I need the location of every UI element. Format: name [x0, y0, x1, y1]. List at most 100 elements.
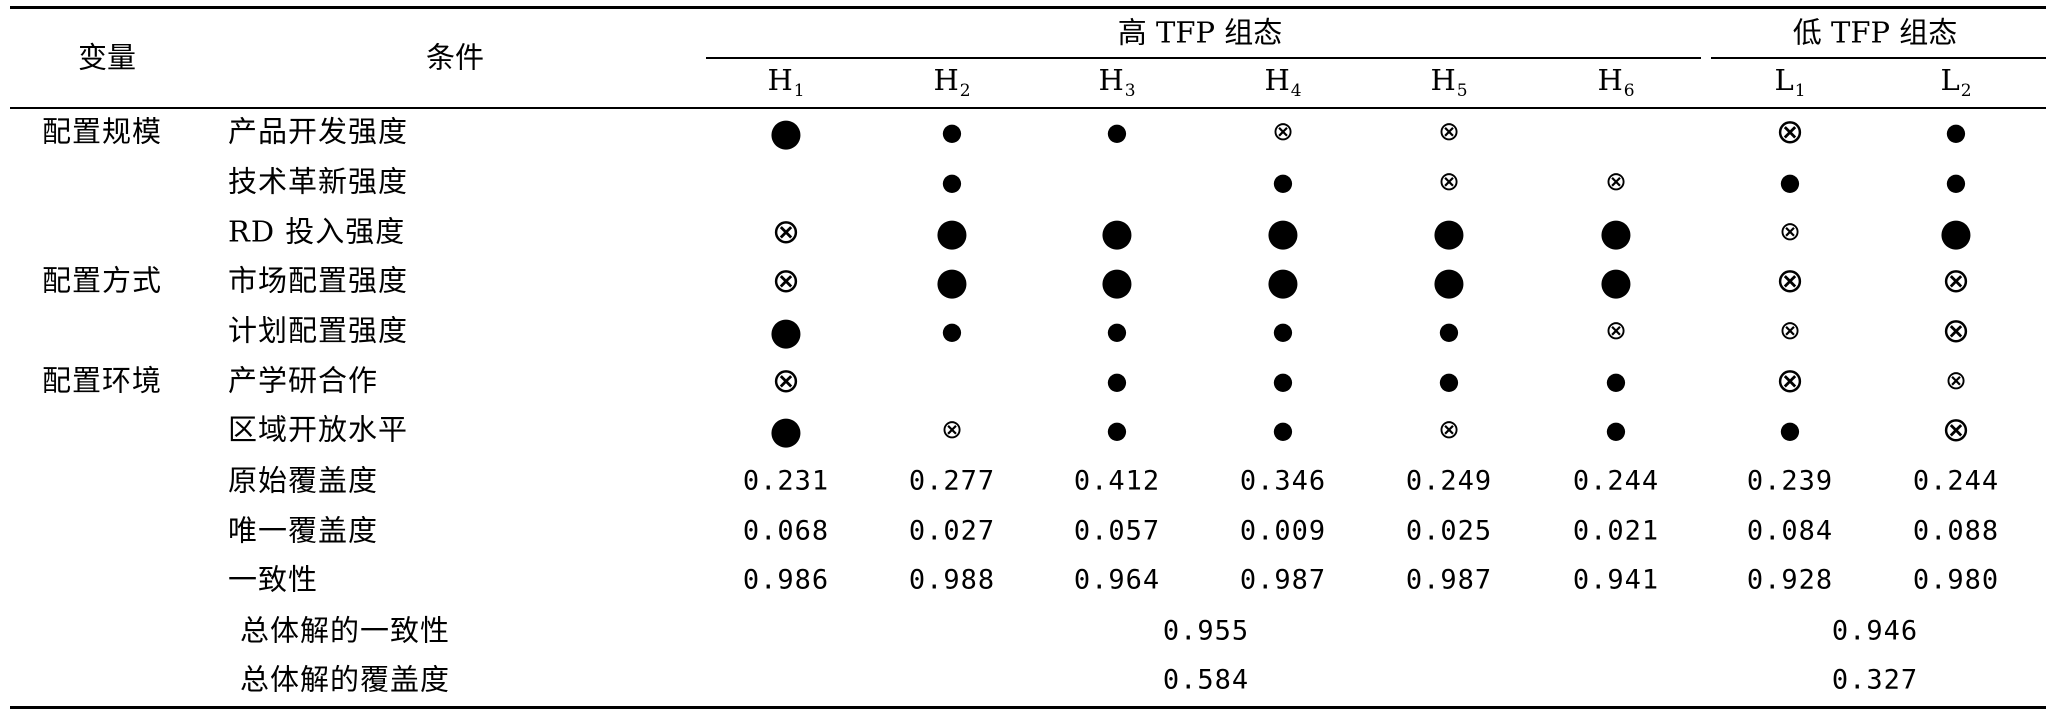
- absent-cross-circle-icon: ⊗: [1779, 316, 1801, 346]
- config-subscript: 3: [1124, 81, 1136, 101]
- present-circle-icon: ●: [935, 210, 969, 254]
- present-circle-icon: ●: [1779, 416, 1801, 444]
- variable-label: 配置环境: [42, 363, 163, 398]
- absent-cross-circle-icon: ⊗: [1941, 261, 1971, 301]
- condition-label: 计划配置强度: [228, 313, 409, 348]
- config-letter: L: [1940, 63, 1960, 97]
- header-condition: 条件: [425, 40, 485, 75]
- metric-value: 0.987: [1405, 564, 1493, 596]
- absent-cross-circle-icon: ⊗: [1605, 316, 1627, 346]
- config-subscript: 2: [959, 81, 971, 101]
- present-circle-icon: ●: [1106, 317, 1128, 345]
- config-header-l1: L1: [1774, 66, 1805, 100]
- present-circle-icon: ●: [769, 309, 803, 353]
- present-circle-icon: ●: [935, 259, 969, 303]
- metric-value: 0.987: [1239, 564, 1327, 596]
- absent-cross-circle-icon: ⊗: [1272, 117, 1294, 147]
- metric-value: 0.964: [1073, 564, 1161, 596]
- config-header-h3: H3: [1098, 66, 1135, 100]
- present-circle-icon: ●: [1272, 367, 1294, 395]
- metric-value: 0.021: [1572, 515, 1660, 547]
- metric-label: 原始覆盖度: [228, 463, 379, 498]
- present-circle-icon: ●: [941, 118, 963, 146]
- present-circle-icon: ●: [1438, 367, 1460, 395]
- variable-label: 配置方式: [42, 263, 163, 298]
- absent-cross-circle-icon: ⊗: [1438, 415, 1460, 445]
- metric-label: 唯一覆盖度: [228, 513, 379, 548]
- config-header-l2: L2: [1940, 66, 1971, 100]
- metric-value: 0.244: [1912, 465, 2000, 497]
- present-circle-icon: ●: [1599, 210, 1633, 254]
- header-high-tfp: 高 TFP 组态: [1117, 15, 1283, 50]
- present-circle-icon: ●: [1266, 259, 1300, 303]
- metric-value: 0.027: [908, 515, 996, 547]
- config-header-h1: H1: [767, 66, 804, 100]
- metric-value: 0.986: [742, 564, 830, 596]
- condition-label: 产学研合作: [228, 363, 379, 398]
- metric-value: 0.988: [908, 564, 996, 596]
- present-circle-icon: ●: [1599, 259, 1633, 303]
- condition-label: 产品开发强度: [228, 114, 409, 149]
- present-circle-icon: ●: [1266, 210, 1300, 254]
- config-header-h2: H2: [933, 66, 970, 100]
- config-letter: L: [1774, 63, 1794, 97]
- present-circle-icon: ●: [1106, 118, 1128, 146]
- condition-label: 市场配置强度: [228, 263, 409, 298]
- overall-low-value: 0.946: [1831, 615, 1919, 647]
- config-letter: H: [1098, 63, 1124, 97]
- present-circle-icon: ●: [1779, 168, 1801, 196]
- config-header-h6: H6: [1597, 66, 1634, 100]
- present-circle-icon: ●: [769, 110, 803, 154]
- present-circle-icon: ●: [941, 168, 963, 196]
- present-circle-icon: ●: [941, 317, 963, 345]
- metric-label: 一致性: [228, 562, 319, 597]
- present-circle-icon: ●: [769, 408, 803, 452]
- condition-label: 区域开放水平: [228, 412, 409, 447]
- metric-value: 0.025: [1405, 515, 1493, 547]
- config-subscript: 5: [1456, 81, 1468, 101]
- present-circle-icon: ●: [1432, 259, 1466, 303]
- config-letter: H: [1597, 63, 1623, 97]
- present-circle-icon: ●: [1272, 416, 1294, 444]
- absent-cross-circle-icon: ⊗: [771, 261, 801, 301]
- absent-cross-circle-icon: ⊗: [1775, 261, 1805, 301]
- absent-cross-circle-icon: ⊗: [1941, 311, 1971, 351]
- config-letter: H: [1430, 63, 1456, 97]
- present-circle-icon: ●: [1939, 210, 1973, 254]
- present-circle-icon: ●: [1106, 367, 1128, 395]
- absent-cross-circle-icon: ⊗: [1945, 366, 1967, 396]
- metric-value: 0.231: [742, 465, 830, 497]
- overall-label: 总体解的覆盖度: [240, 662, 451, 697]
- present-circle-icon: ●: [1945, 168, 1967, 196]
- header-variable: 变量: [77, 40, 137, 75]
- header-rule: [10, 107, 2046, 109]
- metric-value: 0.277: [908, 465, 996, 497]
- condition-label: 技术革新强度: [228, 164, 409, 199]
- bottom-rule: [10, 706, 2046, 709]
- metric-value: 0.009: [1239, 515, 1327, 547]
- metric-value: 0.057: [1073, 515, 1161, 547]
- config-letter: H: [767, 63, 793, 97]
- metric-value: 0.980: [1912, 564, 2000, 596]
- present-circle-icon: ●: [1605, 416, 1627, 444]
- metric-value: 0.239: [1746, 465, 1834, 497]
- absent-cross-circle-icon: ⊗: [1438, 167, 1460, 197]
- overall-high-value: 0.955: [1162, 615, 1250, 647]
- present-circle-icon: ●: [1100, 259, 1134, 303]
- top-rule: [10, 6, 2046, 9]
- absent-cross-circle-icon: ⊗: [1438, 117, 1460, 147]
- absent-cross-circle-icon: ⊗: [1605, 167, 1627, 197]
- config-letter: H: [933, 63, 959, 97]
- config-letter: H: [1264, 63, 1290, 97]
- absent-cross-circle-icon: ⊗: [941, 415, 963, 445]
- present-circle-icon: ●: [1438, 317, 1460, 345]
- config-header-h5: H5: [1430, 66, 1467, 100]
- config-header-h4: H4: [1264, 66, 1301, 100]
- condition-label: RD 投入强度: [228, 214, 406, 249]
- overall-label: 总体解的一致性: [240, 613, 451, 648]
- overall-high-value: 0.584: [1162, 664, 1250, 696]
- metric-value: 0.412: [1073, 465, 1161, 497]
- present-circle-icon: ●: [1100, 210, 1134, 254]
- metric-value: 0.084: [1746, 515, 1834, 547]
